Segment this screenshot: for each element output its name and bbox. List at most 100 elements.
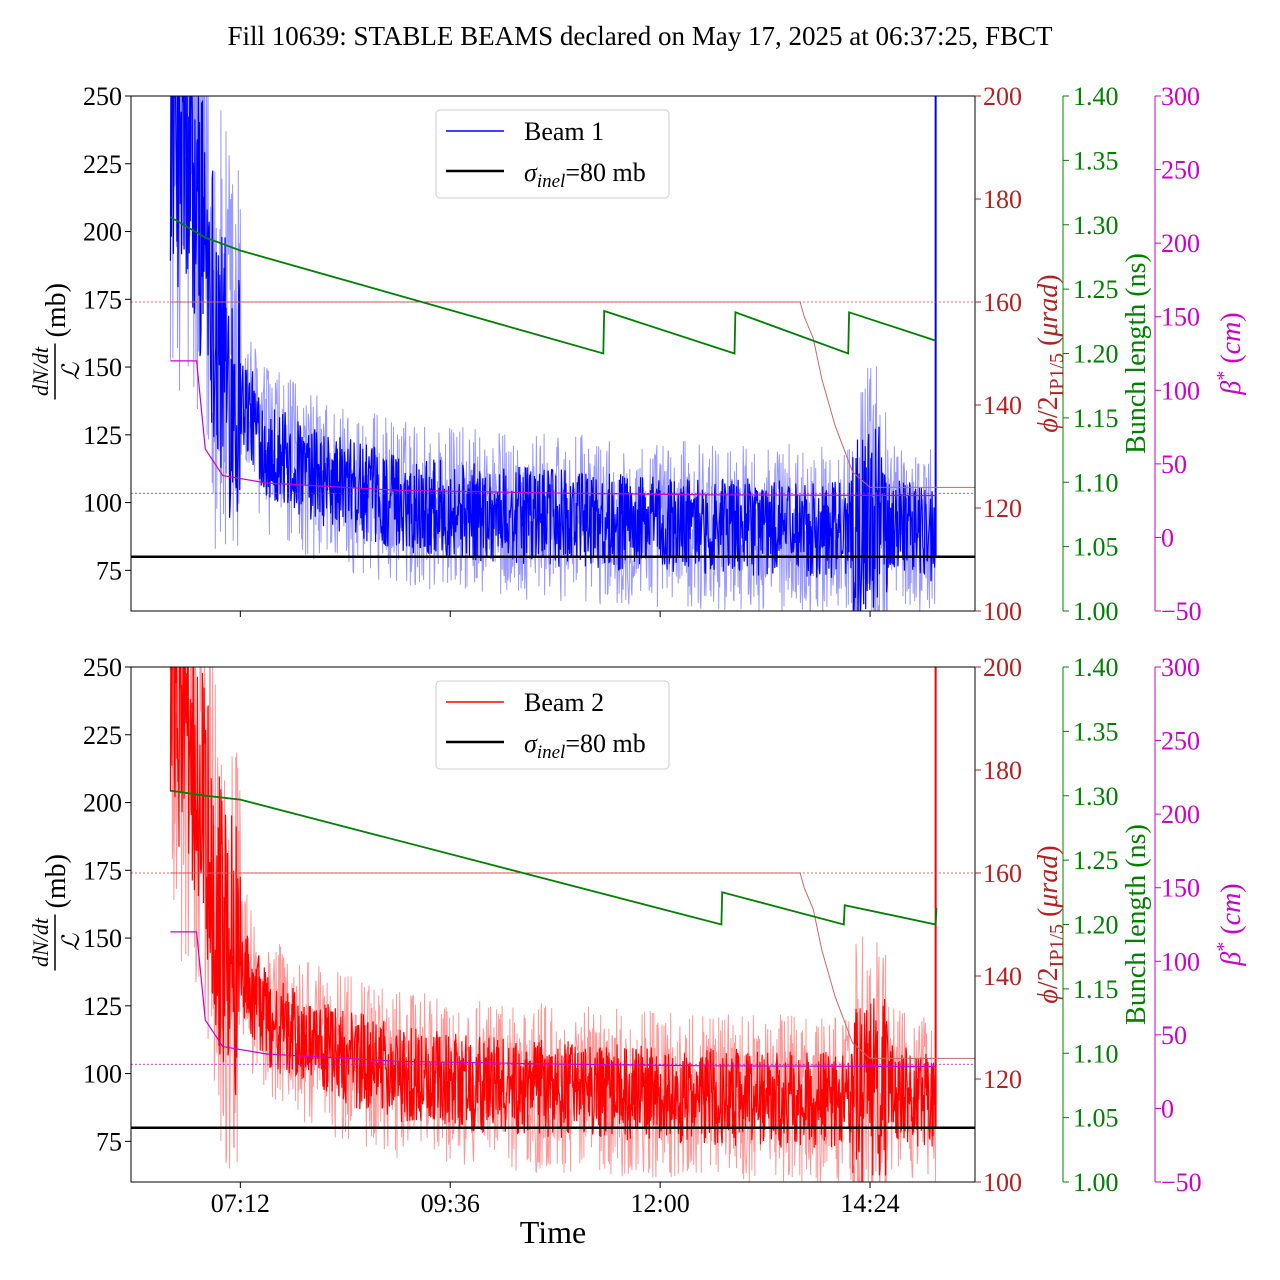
beta-star-axis-tick-label: 250	[1161, 156, 1200, 185]
crossing-angle-axis-tick-label: 120	[983, 494, 1022, 523]
legend: Beam 2 σinel=80 mb	[435, 680, 670, 770]
beta-star-axis-tick-label: 50	[1161, 1021, 1187, 1050]
left-axis-tick-label: 75	[96, 1127, 122, 1156]
bunch-length-axis-tick-label: 1.00	[1073, 1168, 1119, 1197]
crossing-angle-axis-tick-label: 100	[983, 1168, 1022, 1197]
crossing-angle-axis-tick-label: 200	[983, 653, 1022, 682]
bunch-length-axis-tick-label: 1.10	[1073, 468, 1119, 497]
beta-star-axis-tick-label: 200	[1161, 800, 1200, 829]
left-axis-tick-label: 225	[83, 721, 122, 750]
crossing-angle-axis-tick-label: 120	[983, 1065, 1022, 1094]
bunch-length-axis-tick-label: 1.15	[1073, 975, 1119, 1004]
bunch-length-axis-tick-label: 1.05	[1073, 533, 1119, 562]
crossing-angle-axis-label: ϕ/2IP1/5 (μrad)	[1033, 274, 1068, 432]
left-axis-tick-label: 150	[83, 353, 122, 382]
beta-star-axis-tick-label: 250	[1161, 727, 1200, 756]
beta-star-axis-tick-label: 100	[1161, 947, 1200, 976]
left-axis-label-unit: (mb)	[41, 283, 72, 337]
plot-frame	[130, 95, 976, 612]
left-axis-tick-label: 225	[83, 150, 122, 179]
beta-star-axis-label: β* (cm)	[1213, 312, 1247, 395]
left-axis-tick-label: 100	[83, 1060, 122, 1089]
bunch-length-axis-tick-label: 1.25	[1073, 846, 1119, 875]
beta-star-axis-tick-label: −50	[1161, 597, 1202, 626]
crossing-angle-axis-tick-label: 140	[983, 391, 1022, 420]
legend: Beam 1 σinel=80 mb	[435, 109, 670, 199]
bunch-length-axis-tick-label: 1.35	[1073, 717, 1119, 746]
left-axis-label-numerator: dN/dt	[28, 346, 53, 396]
crossing-angle-axis-tick-label: 180	[983, 185, 1022, 214]
left-axis-tick-label: 250	[83, 82, 122, 111]
legend-label-beam: Beam 2	[524, 688, 604, 717]
bunch-length-axis-label: Bunch length (ns)	[1121, 824, 1152, 1025]
bunch-length-axis-tick-label: 1.30	[1073, 782, 1119, 811]
legend-label-beam: Beam 1	[524, 117, 604, 146]
left-axis-tick-label: 200	[83, 789, 122, 818]
crossing-angle-axis-tick-label: 180	[983, 756, 1022, 785]
beta-star-axis-label: β* (cm)	[1213, 883, 1247, 966]
chart-title: Fill 10639: STABLE BEAMS declared on May…	[227, 21, 1053, 51]
left-axis-tick-label: 150	[83, 924, 122, 953]
left-axis-tick-label: 125	[83, 421, 122, 450]
beta-star-axis-tick-label: 50	[1161, 450, 1187, 479]
beta-star-axis-tick-label: 0	[1161, 1094, 1174, 1123]
legend-box	[435, 680, 670, 770]
crossing-angle-axis-tick-label: 100	[983, 597, 1022, 626]
beta-star-axis-tick-label: 300	[1161, 82, 1200, 111]
plot-area	[131, 667, 975, 1182]
crossing-angle-axis-tick-label: 160	[983, 859, 1022, 888]
left-axis-tick-label: 75	[96, 556, 122, 585]
beta-star-line	[170, 360, 936, 497]
legend-label-sigma: σinel=80 mb	[524, 729, 646, 763]
beta-star-line	[170, 931, 936, 1068]
bunch-length-axis-tick-label: 1.40	[1073, 82, 1119, 111]
left-axis-tick-label: 200	[83, 218, 122, 247]
x-axis-tick-label: 14:24	[840, 1189, 899, 1218]
panel-beam-1: 75 100 125 150 175 200 225 250 100 120 140 160 180 20…	[28, 82, 1247, 626]
bunch-length-axis-tick-label: 1.35	[1073, 146, 1119, 175]
bunch-length-axis-tick-label: 1.10	[1073, 1039, 1119, 1068]
left-axis-label: dN/dt ℒ (mb)	[28, 283, 85, 400]
crossing-angle-axis-tick-label: 140	[983, 962, 1022, 991]
bunch-length-axis-label: Bunch length (ns)	[1121, 253, 1152, 454]
panel-beam-2: 75 100 125 150 175 200 225 250 100 120 140 160 180 20…	[28, 653, 1247, 1218]
left-axis-tick-label: 100	[83, 489, 122, 518]
left-axis-label: dN/dt ℒ (mb)	[28, 854, 85, 971]
bunch-length-axis-tick-label: 1.20	[1073, 340, 1119, 369]
plot-area	[131, 96, 975, 611]
left-axis-tick-label: 125	[83, 992, 122, 1021]
left-axis-tick-label: 175	[83, 856, 122, 885]
series-2-main	[169, 667, 937, 1182]
x-axis-label: Time	[520, 1214, 586, 1250]
bunch-length-line	[169, 216, 936, 355]
beta-star-axis-tick-label: 100	[1161, 376, 1200, 405]
bunch-length-axis-tick-label: 1.40	[1073, 653, 1119, 682]
x-axis-tick-label: 07:12	[211, 1189, 270, 1218]
beta-star-axis-tick-label: −50	[1161, 1168, 1202, 1197]
crossing-angle-axis-label: ϕ/2IP1/5 (μrad)	[1033, 845, 1068, 1003]
bunch-length-axis-tick-label: 1.05	[1073, 1104, 1119, 1133]
left-axis-label-unit: (mb)	[41, 854, 72, 908]
beta-star-axis-tick-label: 150	[1161, 874, 1200, 903]
beta-star-axis-tick-label: 200	[1161, 229, 1200, 258]
bunch-length-axis-tick-label: 1.00	[1073, 597, 1119, 626]
beta-star-axis-tick-label: 300	[1161, 653, 1200, 682]
crossing-angle-axis-tick-label: 160	[983, 288, 1022, 317]
legend-box	[435, 109, 670, 199]
x-axis-tick-label: 12:00	[631, 1189, 690, 1218]
x-axis-tick-label: 09:36	[421, 1189, 480, 1218]
left-axis-tick-label: 250	[83, 653, 122, 682]
beta-star-axis-tick-label: 150	[1161, 303, 1200, 332]
crossing-angle-line	[170, 872, 975, 1059]
bunch-length-axis-tick-label: 1.25	[1073, 275, 1119, 304]
bunch-length-axis-tick-label: 1.15	[1073, 404, 1119, 433]
crossing-angle-line	[170, 301, 975, 488]
crossing-angle-axis-tick-label: 200	[983, 82, 1022, 111]
bunch-length-line	[170, 789, 938, 926]
bunch-length-axis-tick-label: 1.30	[1073, 211, 1119, 240]
beta-star-axis-tick-label: 0	[1161, 523, 1174, 552]
left-axis-tick-label: 175	[83, 285, 122, 314]
left-axis-label-denominator: ℒ	[59, 933, 85, 951]
plot-frame	[130, 666, 976, 1183]
